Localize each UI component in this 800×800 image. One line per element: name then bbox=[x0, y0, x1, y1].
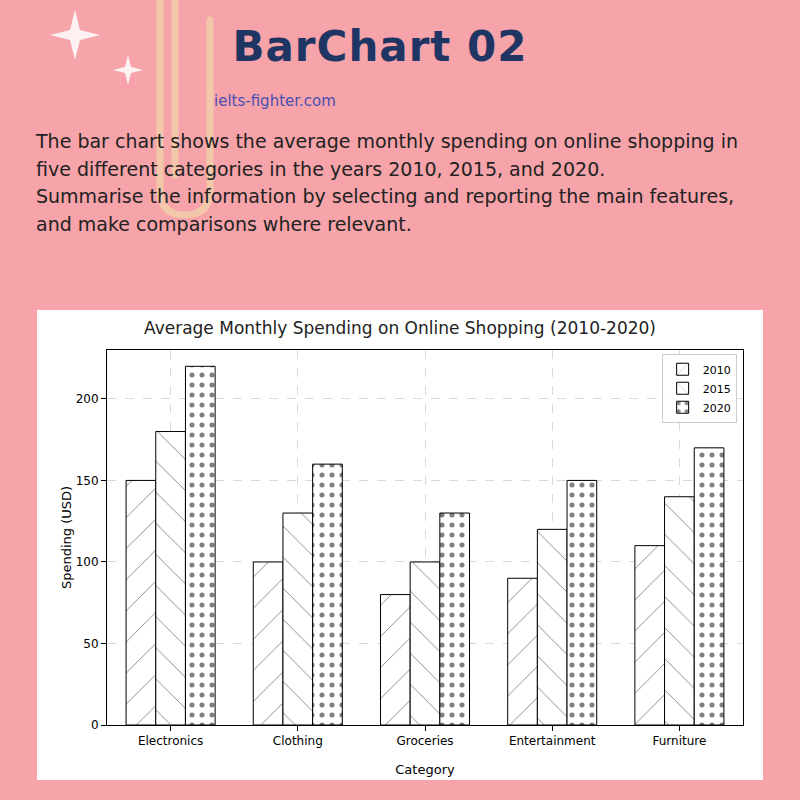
html-text:BarChart 02: BarChart 02 bbox=[232, 22, 528, 71]
html-text:The bar chart shows the averag: The bar chart shows the average monthly … bbox=[36, 130, 738, 180]
svg-text:Groceries: Groceries bbox=[396, 734, 453, 748]
svg-text:0: 0 bbox=[91, 718, 99, 732]
svg-text:100: 100 bbox=[76, 555, 99, 569]
svg-text:2010: 2010 bbox=[703, 364, 731, 377]
svg-text:2020: 2020 bbox=[703, 402, 731, 415]
html-text:Summarise the information by s: Summarise the information by selecting a… bbox=[36, 185, 735, 235]
svg-text:Furniture: Furniture bbox=[652, 734, 706, 748]
svg-text:Electronics: Electronics bbox=[138, 734, 203, 748]
svg-text:Spending (USD): Spending (USD) bbox=[59, 486, 74, 589]
svg-text:Clothing: Clothing bbox=[273, 734, 323, 748]
svg-text:2015: 2015 bbox=[703, 383, 731, 396]
svg-text:Entertainment: Entertainment bbox=[509, 734, 596, 748]
html-text:ielts-fighter.com: ielts-fighter.com bbox=[214, 92, 336, 110]
svg-text:50: 50 bbox=[83, 637, 98, 651]
svg-text:Category: Category bbox=[395, 762, 455, 777]
svg-text:200: 200 bbox=[76, 392, 99, 406]
svg-text:150: 150 bbox=[76, 474, 99, 488]
svg-text:Average Monthly Spending on On: Average Monthly Spending on Online Shopp… bbox=[144, 318, 656, 338]
